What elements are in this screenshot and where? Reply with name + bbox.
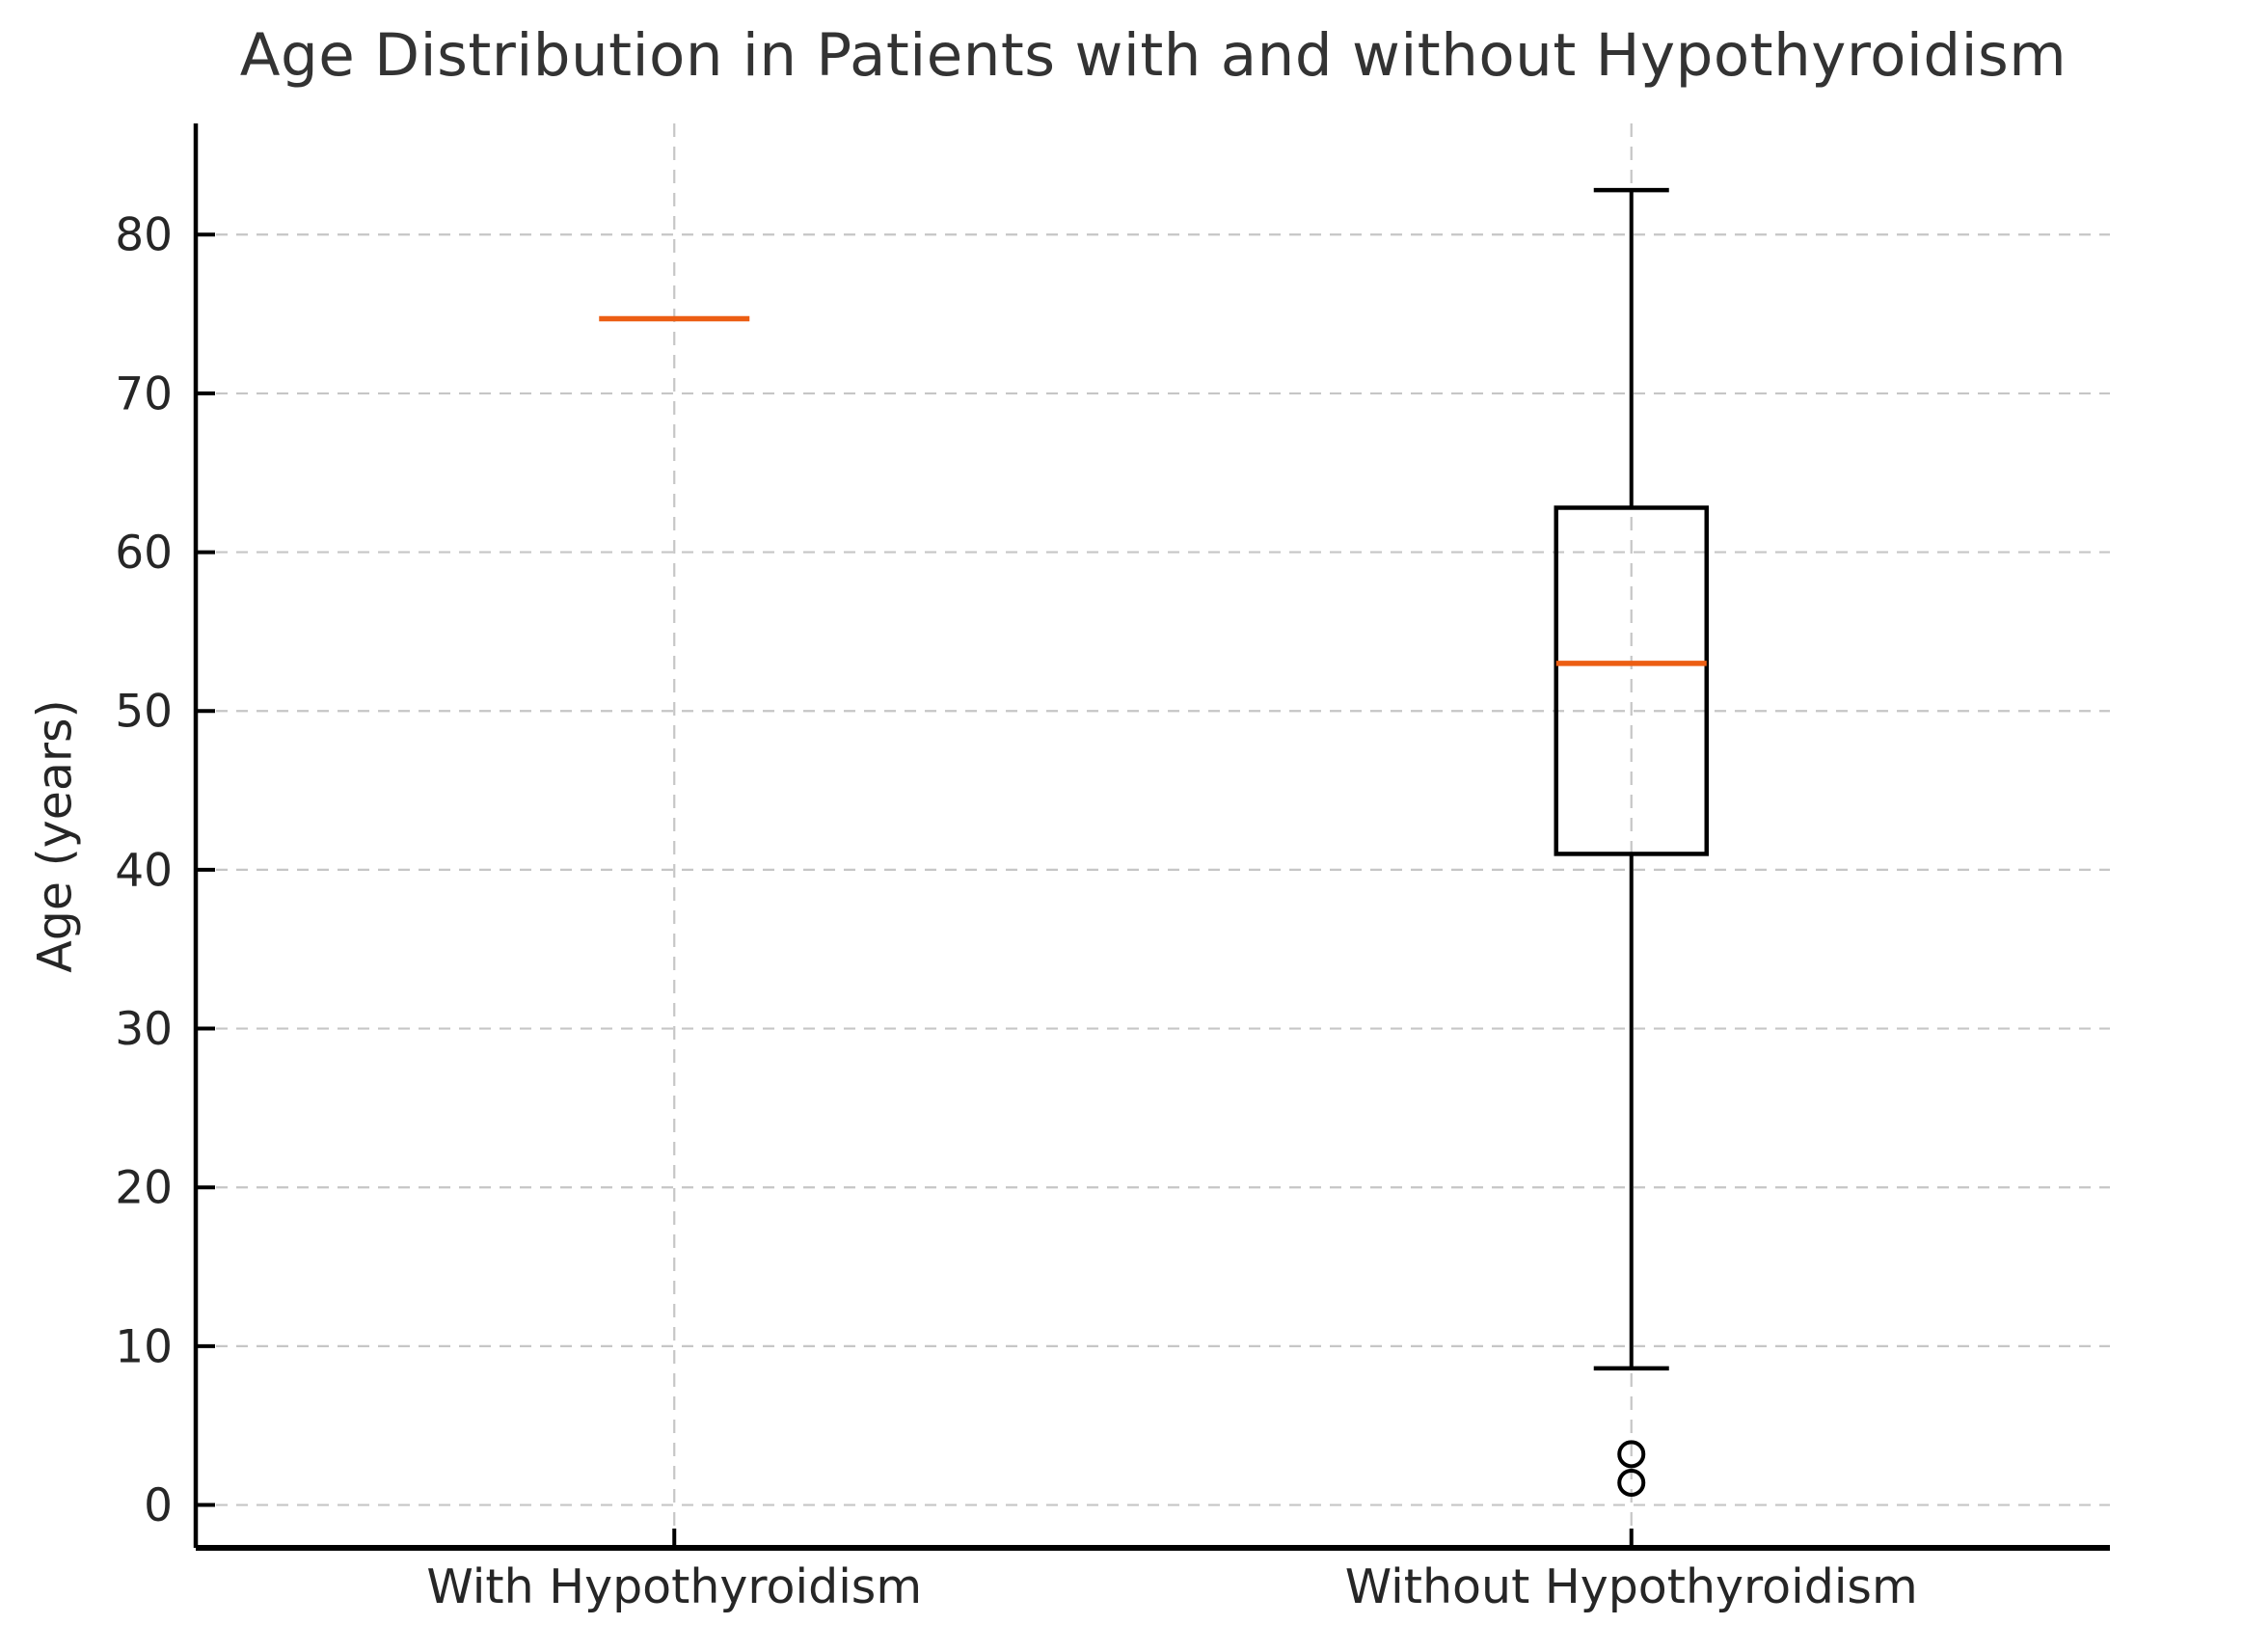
y-tick-label: 20 (115, 1162, 173, 1215)
x-category-label: With Hypothyroidism (426, 1559, 922, 1614)
y-tick-label: 0 (144, 1479, 173, 1532)
iqr-box (1554, 505, 1709, 856)
chart-title: Age Distribution in Patients with and wi… (239, 21, 2067, 90)
outlier-point (1617, 1440, 1646, 1469)
y-tick-label: 60 (115, 527, 173, 580)
x-category-label: Without Hypothyroidism (1345, 1559, 1918, 1614)
y-tick-label: 30 (115, 1003, 173, 1056)
y-tick-label: 70 (115, 367, 173, 420)
outlier-point (1617, 1468, 1646, 1497)
y-tick-label: 80 (115, 209, 173, 262)
y-tick-label: 40 (115, 844, 173, 897)
y-tick-label: 50 (115, 686, 173, 739)
y-tick-label: 10 (115, 1320, 173, 1373)
